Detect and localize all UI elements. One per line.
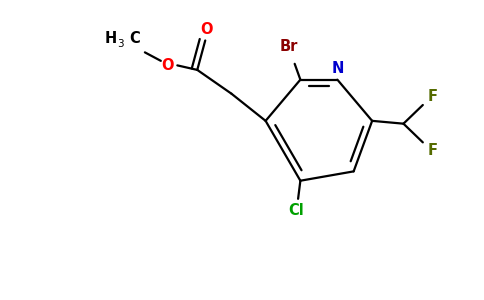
Text: N: N <box>331 61 344 76</box>
Text: O: O <box>161 58 174 73</box>
Text: 3: 3 <box>118 39 124 49</box>
Text: F: F <box>427 89 438 104</box>
Text: Br: Br <box>280 39 298 54</box>
Text: H: H <box>104 31 117 46</box>
Text: F: F <box>427 143 438 158</box>
Text: Cl: Cl <box>288 203 303 218</box>
Text: O: O <box>200 22 212 37</box>
Text: C: C <box>130 31 140 46</box>
